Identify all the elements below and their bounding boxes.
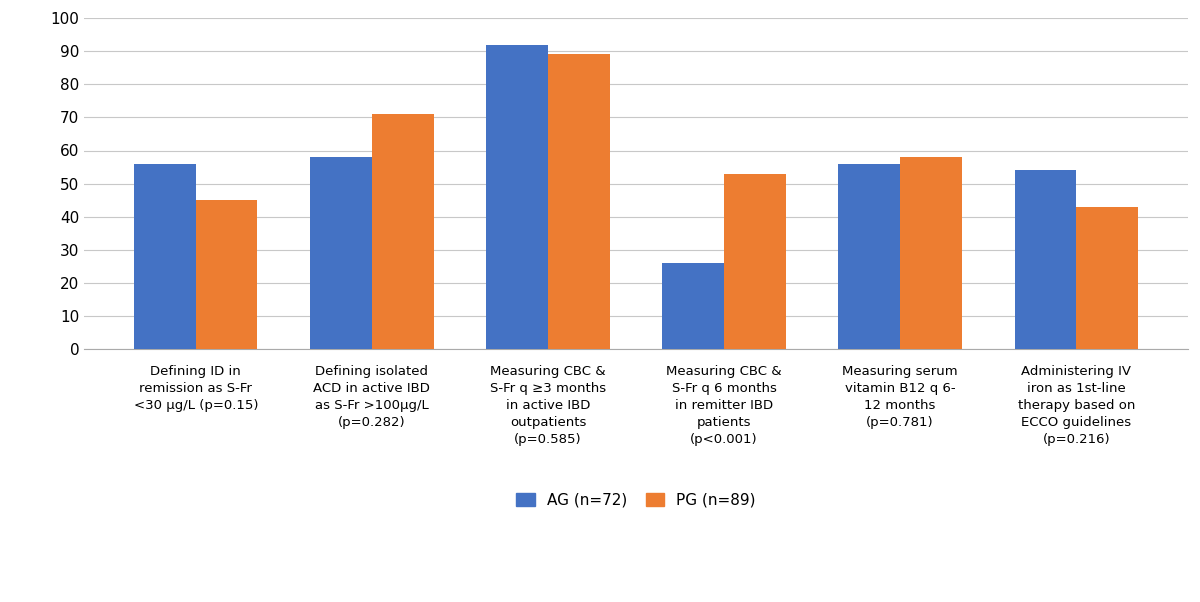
Bar (900, 157, 961, 349)
Bar (662, 263, 724, 349)
Bar (724, 173, 786, 349)
Bar (548, 55, 610, 349)
Bar (311, 157, 372, 349)
Bar (839, 164, 900, 349)
Legend: AG (n=72), PG (n=89): AG (n=72), PG (n=89) (510, 486, 762, 514)
Bar (134, 164, 196, 349)
Bar (1014, 170, 1076, 349)
Bar (1076, 207, 1138, 349)
Bar (486, 45, 548, 349)
Bar (196, 200, 258, 349)
Bar (372, 114, 433, 349)
